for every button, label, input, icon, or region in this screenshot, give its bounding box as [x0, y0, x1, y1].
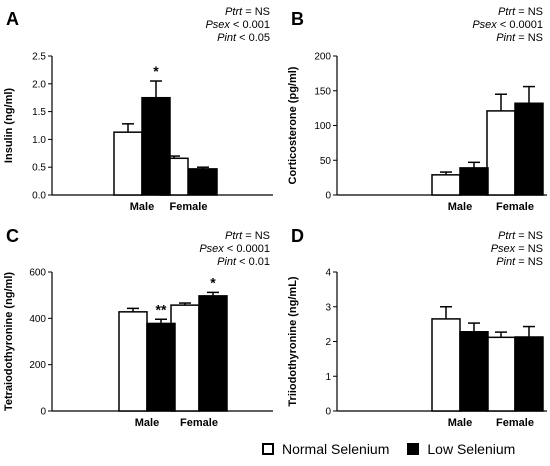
stat-line: Pint = NS — [496, 32, 543, 44]
bar — [514, 102, 544, 196]
y-tick-label: 0 — [325, 191, 331, 202]
stat-line: Ptrt = NS — [225, 230, 270, 242]
panel-letter: B — [291, 9, 304, 29]
panel-letter: A — [6, 9, 19, 29]
y-tick-label: 600 — [29, 268, 46, 279]
legend-swatch-normal-selenium — [262, 443, 274, 455]
x-category-label: Male — [135, 417, 159, 429]
bar — [459, 167, 489, 196]
legend-item-low-selenium: Low Selenium — [407, 441, 515, 457]
bar — [188, 168, 218, 196]
stat-line: Psex < 0.0001 — [199, 243, 270, 255]
y-tick-label: 400 — [29, 314, 46, 325]
bar — [113, 131, 143, 196]
panel-letter: D — [291, 226, 304, 246]
x-category-label: Male — [130, 201, 154, 213]
stat-line: Psex < 0.0001 — [472, 19, 543, 31]
y-tick-label: 2.0 — [32, 79, 46, 90]
bar — [459, 331, 489, 412]
y-tick-label: 0 — [40, 407, 46, 418]
y-axis-label: Triiodothyronine (ng/mL) — [287, 276, 299, 406]
bar — [141, 96, 171, 196]
bar — [198, 295, 228, 412]
y-tick-label: 0 — [325, 407, 331, 418]
y-tick-label: 50 — [320, 156, 332, 167]
significance-marker: * — [153, 63, 159, 79]
stat-line: Pint < 0.01 — [217, 256, 270, 268]
bar — [146, 322, 176, 412]
x-category-label: Female — [180, 417, 218, 429]
stat-line: Psex < 0.001 — [205, 19, 270, 31]
y-axis-label: Insulin (ng/ml) — [3, 88, 15, 163]
bar — [486, 110, 516, 196]
stat-line: Pint = NS — [496, 256, 543, 268]
legend-label-low-selenium: Low Selenium — [427, 441, 516, 457]
legend: Normal Selenium Low Selenium — [262, 439, 533, 459]
bar — [514, 336, 544, 412]
y-axis-label: Tetraiodothyronine (ng/ml) — [3, 272, 15, 411]
x-category-label: Female — [170, 201, 208, 213]
bar — [118, 311, 148, 412]
stat-line: Ptrt = NS — [498, 230, 543, 242]
stat-line: Ptrt = NS — [498, 6, 543, 18]
x-category-label: Male — [448, 417, 472, 429]
x-category-label: Female — [496, 417, 534, 429]
legend-item-normal-selenium: Normal Selenium — [262, 441, 389, 457]
stat-line: Pint < 0.05 — [217, 32, 270, 44]
y-tick-label: 200 — [314, 52, 331, 63]
bar — [486, 336, 516, 412]
y-tick-label: 1.5 — [32, 107, 46, 118]
y-tick-label: 200 — [29, 360, 46, 371]
significance-marker: ** — [156, 301, 167, 317]
bar — [431, 174, 461, 196]
y-tick-label: 0.5 — [32, 163, 46, 174]
y-tick-label: 0.0 — [32, 191, 46, 202]
y-tick-label: 1.0 — [32, 135, 46, 146]
y-tick-label: 2 — [325, 337, 331, 348]
y-tick-label: 150 — [314, 86, 331, 97]
y-tick-label: 2.5 — [32, 52, 46, 63]
bar — [431, 318, 461, 412]
y-axis-label: Corticosterone (pg/ml) — [287, 66, 299, 184]
y-tick-label: 100 — [314, 121, 331, 132]
significance-marker: * — [210, 274, 216, 290]
stat-line: Psex = NS — [491, 243, 543, 255]
y-tick-label: 3 — [325, 302, 331, 313]
x-category-label: Male — [448, 201, 472, 213]
y-tick-label: 1 — [325, 372, 331, 383]
legend-swatch-low-selenium — [407, 443, 420, 455]
panel-letter: C — [6, 226, 19, 246]
x-category-label: Female — [496, 201, 534, 213]
y-tick-label: 4 — [325, 268, 331, 279]
stat-line: Ptrt = NS — [225, 6, 270, 18]
legend-label-normal-selenium: Normal Selenium — [282, 441, 390, 457]
